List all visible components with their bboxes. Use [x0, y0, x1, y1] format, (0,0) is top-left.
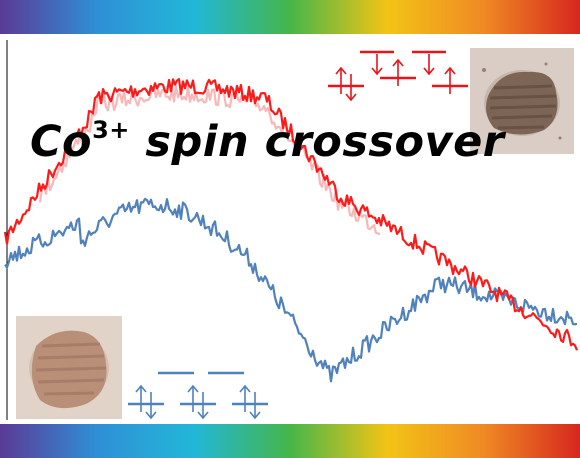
arrow-head [145, 411, 157, 420]
up-arrow-icon [239, 384, 251, 412]
low-spin-spectrum-trace [4, 197, 578, 383]
arrow-head [345, 93, 357, 102]
low-spin-orbital-diagram [128, 371, 268, 420]
up-arrow-icon [187, 384, 199, 412]
up-arrow-icon [392, 58, 404, 86]
arrow-head [335, 66, 347, 75]
title-text: spin crossover [129, 117, 505, 167]
up-arrow-icon [135, 384, 147, 412]
top-rainbow-band [0, 0, 580, 34]
title-oxidation-state: 3+ [92, 116, 130, 144]
figure-title: Co3+ spin crossover [30, 116, 504, 167]
bottom-rainbow-band [0, 424, 580, 458]
arrow-head [423, 67, 435, 76]
up-arrow-icon [444, 66, 456, 94]
high-spin-orbital-diagram [328, 50, 468, 102]
down-arrow-icon [371, 54, 383, 76]
arrow-head [239, 384, 251, 393]
title-cobalt: Co [30, 117, 93, 167]
low-spin-sample-photo [16, 316, 122, 419]
arrow-head [444, 66, 456, 75]
down-arrow-icon [423, 54, 435, 76]
arrow-head [135, 384, 147, 393]
arrow-head [392, 58, 404, 67]
down-arrow-icon [145, 392, 157, 420]
down-arrow-icon [345, 74, 357, 102]
down-arrow-icon [249, 392, 261, 420]
arrow-head [187, 384, 199, 393]
arrow-head [371, 67, 383, 76]
up-arrow-icon [335, 66, 347, 94]
arrow-head [249, 411, 261, 420]
down-arrow-icon [197, 392, 209, 420]
high-spin-spectrum-trace [3, 78, 579, 351]
arrow-head [197, 411, 209, 420]
high-spin-sample-photo [470, 48, 574, 154]
